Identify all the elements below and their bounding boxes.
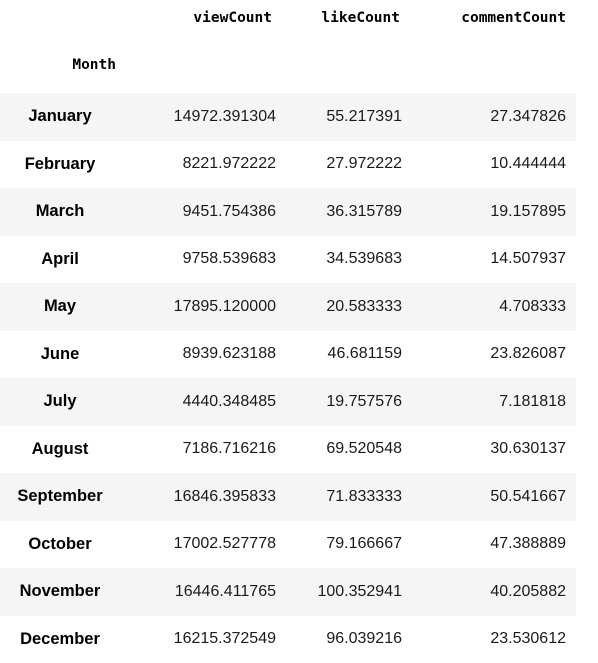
column-header-commentcount: commentCount — [410, 0, 576, 36]
column-header-likecount: likeCount — [282, 0, 410, 36]
cell-likecount: 100.352941 — [282, 568, 410, 616]
empty-cell — [120, 36, 282, 93]
cell-commentcount: 19.157895 — [410, 188, 576, 236]
cell-viewcount: 17002.527778 — [120, 521, 282, 569]
cell-likecount: 79.166667 — [282, 521, 410, 569]
cell-viewcount: 16215.372549 — [120, 616, 282, 663]
cell-commentcount: 40.205882 — [410, 568, 576, 616]
cell-likecount: 69.520548 — [282, 426, 410, 474]
cell-viewcount: 16846.395833 — [120, 473, 282, 521]
row-index-month: December — [0, 616, 120, 663]
cell-likecount: 46.681159 — [282, 331, 410, 379]
row-index-month: August — [0, 426, 120, 474]
cell-commentcount: 14.507937 — [410, 236, 576, 284]
cell-viewcount: 4440.348485 — [120, 378, 282, 426]
cell-likecount: 36.315789 — [282, 188, 410, 236]
table-header: viewCount likeCount commentCount Month — [0, 0, 576, 93]
cell-viewcount: 17895.120000 — [120, 283, 282, 331]
row-index-month: June — [0, 331, 120, 379]
row-index-month: October — [0, 521, 120, 569]
cell-viewcount: 9758.539683 — [120, 236, 282, 284]
cell-viewcount: 8221.972222 — [120, 141, 282, 189]
dataframe-table: viewCount likeCount commentCount Month J… — [0, 0, 576, 663]
row-index-month: February — [0, 141, 120, 189]
row-index-month: January — [0, 93, 120, 141]
column-header-viewcount: viewCount — [120, 0, 282, 36]
cell-likecount: 96.039216 — [282, 616, 410, 663]
cell-viewcount: 14972.391304 — [120, 93, 282, 141]
cell-commentcount: 23.530612 — [410, 616, 576, 663]
cell-commentcount: 7.181818 — [410, 378, 576, 426]
cell-commentcount: 10.444444 — [410, 141, 576, 189]
cell-likecount: 27.972222 — [282, 141, 410, 189]
row-index-month: September — [0, 473, 120, 521]
cell-likecount: 71.833333 — [282, 473, 410, 521]
row-index-month: July — [0, 378, 120, 426]
row-index-month: March — [0, 188, 120, 236]
cell-commentcount: 4.708333 — [410, 283, 576, 331]
column-header-row: viewCount likeCount commentCount — [0, 0, 576, 36]
cell-commentcount: 47.388889 — [410, 521, 576, 569]
cell-viewcount: 16446.411765 — [120, 568, 282, 616]
cell-likecount: 34.539683 — [282, 236, 410, 284]
cell-commentcount: 30.630137 — [410, 426, 576, 474]
cell-likecount: 20.583333 — [282, 283, 410, 331]
cell-commentcount: 27.347826 — [410, 93, 576, 141]
cell-viewcount: 7186.716216 — [120, 426, 282, 474]
row-index-month: April — [0, 236, 120, 284]
blank-header-cell — [0, 0, 120, 36]
cell-commentcount: 50.541667 — [410, 473, 576, 521]
cell-commentcount: 23.826087 — [410, 331, 576, 379]
index-name-header: Month — [0, 36, 120, 93]
row-index-month: November — [0, 568, 120, 616]
cell-viewcount: 9451.754386 — [120, 188, 282, 236]
cell-likecount: 55.217391 — [282, 93, 410, 141]
empty-cell — [410, 36, 576, 93]
row-index-month: May — [0, 283, 120, 331]
cell-viewcount: 8939.623188 — [120, 331, 282, 379]
empty-cell — [282, 36, 410, 93]
index-name-row: Month — [0, 36, 576, 93]
cell-likecount: 19.757576 — [282, 378, 410, 426]
